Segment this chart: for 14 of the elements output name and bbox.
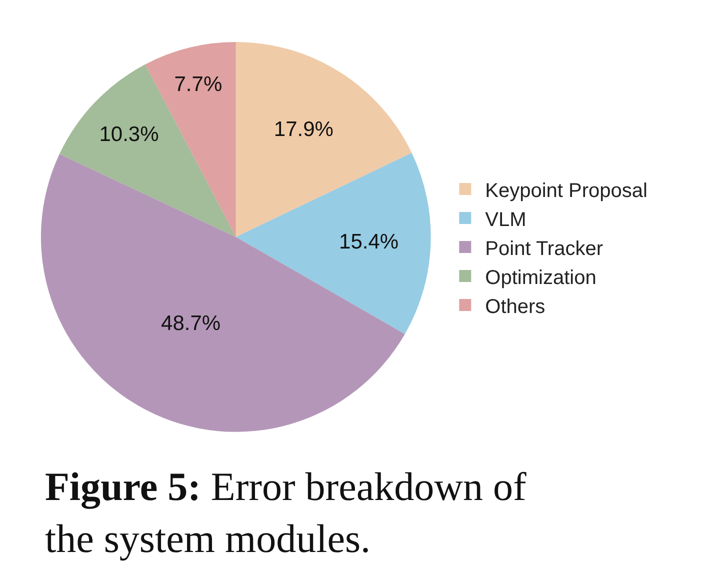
data-label: 48.7%: [161, 312, 221, 335]
data-label: 10.3%: [99, 123, 159, 146]
legend-label: Point Tracker: [485, 238, 604, 260]
data-label: 17.9%: [274, 118, 334, 141]
pie-slice: [41, 154, 405, 432]
legend-label: Optimization: [485, 266, 596, 289]
legend-label: Others: [485, 296, 546, 318]
pie-slice: [236, 152, 431, 334]
data-label: 7.7%: [174, 72, 222, 96]
caption: Figure 5: Error breakdown of the system modules.: [45, 464, 528, 561]
pie-slice: [59, 64, 236, 237]
legend-label: VLM: [485, 208, 526, 231]
data-label: 15.4%: [339, 230, 399, 254]
legend-label: Keypoint Proposal: [485, 180, 648, 202]
